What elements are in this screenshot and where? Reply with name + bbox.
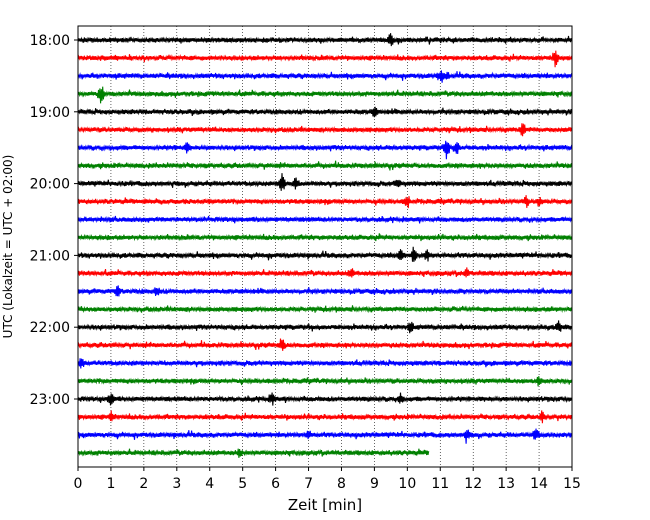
x-tick-label: 12	[464, 476, 482, 492]
y-tick-label: 20:00	[30, 177, 70, 193]
x-tick-label: 3	[172, 476, 181, 492]
x-tick-label: 7	[304, 476, 313, 492]
seismogram-trace	[77, 358, 573, 369]
x-axis: 0 1 2 3 4 5 6 7 8 9 10 11 12 13 14 15	[74, 467, 581, 492]
x-tick-label: 14	[530, 476, 548, 492]
x-tick-label: 4	[205, 476, 214, 492]
seismogram-trace	[77, 305, 573, 314]
y-axis-label: UTC (Lokalzeit = UTC + 02:00)	[1, 155, 15, 339]
x-tick-label: 2	[139, 476, 148, 492]
plot-frame	[77, 25, 573, 468]
seismogram-trace	[77, 106, 573, 118]
seismogram-trace	[77, 70, 573, 83]
x-tick-label: 10	[398, 476, 416, 492]
x-tick-label: 1	[106, 476, 115, 492]
seismogram-trace	[77, 448, 430, 458]
x-tick-label: 8	[337, 476, 346, 492]
x-tick-label: 13	[497, 476, 515, 492]
y-tick-label: 23:00	[30, 392, 70, 408]
y-tick-label: 22:00	[30, 320, 70, 336]
x-axis-label: Zeit [min]	[288, 496, 362, 514]
seismogram-trace	[77, 338, 573, 351]
y-tick-label: 18:00	[30, 33, 70, 49]
x-tick-label: 0	[74, 476, 83, 492]
x-tick-label: 9	[370, 476, 379, 492]
seismogram-trace	[77, 86, 573, 104]
y-tick-label: 19:00	[30, 105, 70, 121]
seismogram-trace	[77, 233, 573, 242]
seismogram-trace	[77, 376, 573, 387]
seismogram-trace	[77, 285, 573, 297]
seismogram-trace	[77, 246, 573, 262]
seismogram-trace	[77, 123, 573, 137]
y-axis: 18:00 19:00 20:00 21:00 22:00 23:00	[30, 33, 78, 408]
seismogram-trace	[77, 392, 573, 406]
seismogram-trace	[77, 195, 573, 209]
x-tick-label: 5	[238, 476, 247, 492]
seismogram-trace	[77, 428, 573, 444]
seismogram-trace	[77, 160, 573, 171]
seismogram-trace	[77, 140, 573, 160]
trace-layer	[77, 33, 573, 458]
seismogram-trace	[77, 267, 573, 278]
seismogram-trace	[77, 410, 573, 424]
x-tick-label: 11	[431, 476, 449, 492]
seismogram-trace	[77, 50, 573, 68]
seismogram-trace	[77, 215, 573, 224]
x-tick-label: 15	[563, 476, 581, 492]
x-tick-label: 6	[271, 476, 280, 492]
seismogram-trace	[77, 33, 573, 47]
seismogram-trace	[77, 320, 573, 334]
seismogram-trace	[77, 173, 573, 191]
y-tick-label: 21:00	[30, 248, 70, 264]
